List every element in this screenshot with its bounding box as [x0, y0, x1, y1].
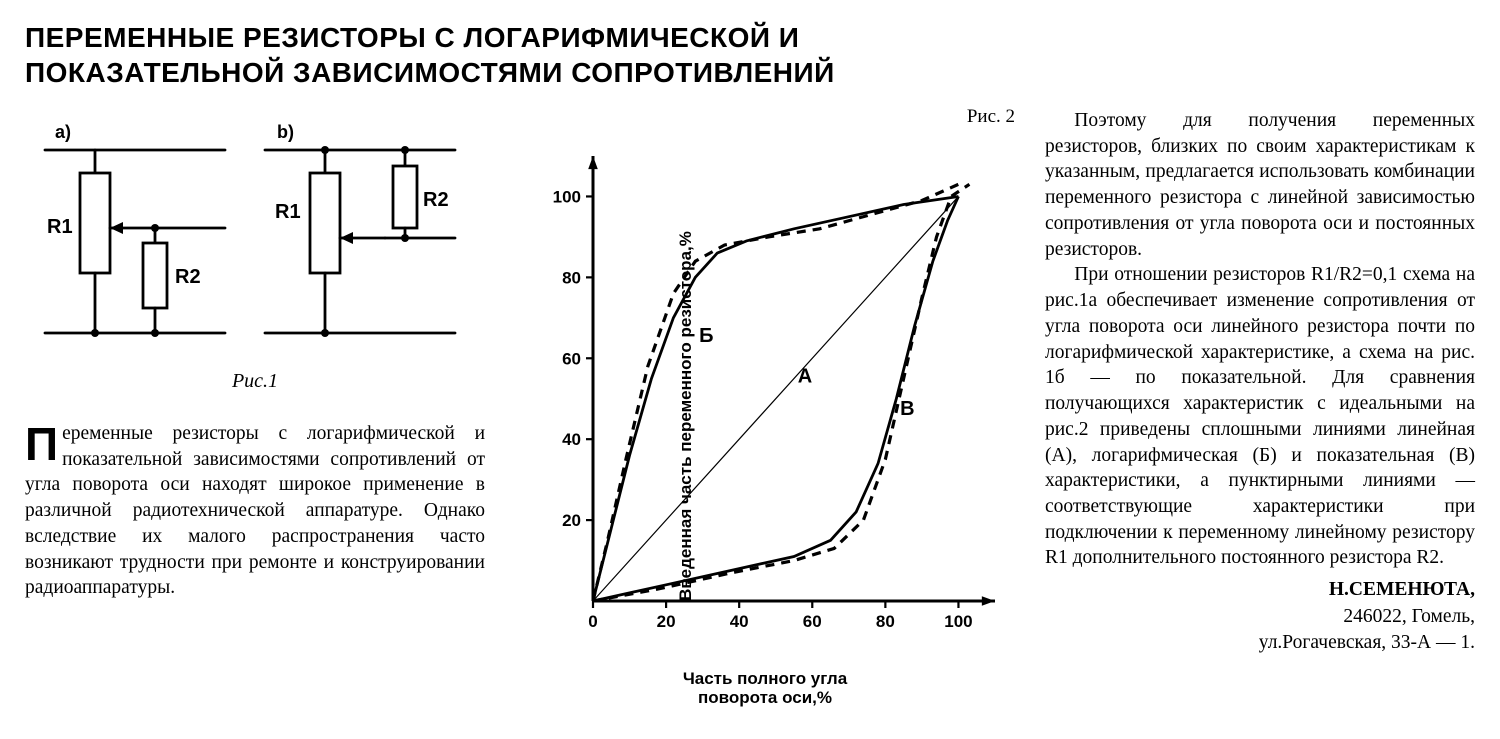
circuit-label-a: a): [55, 122, 71, 142]
figure2-label: Рис. 2: [967, 106, 1015, 128]
circuit-label-b: b): [277, 122, 294, 142]
svg-text:100: 100: [944, 612, 972, 631]
right-paragraph-2: При отношении резисторов R1/R2=0,1 схема…: [1045, 262, 1475, 571]
svg-text:40: 40: [562, 430, 581, 449]
svg-text:20: 20: [657, 612, 676, 631]
svg-text:80: 80: [876, 612, 895, 631]
author-addr1: 246022, Гомель,: [1343, 606, 1475, 627]
right-paragraph-1: Поэтому для получения переменных резисто…: [1045, 108, 1475, 262]
left-column: a) R1 R2: [25, 108, 485, 696]
chart-ylabel: Введенная часть переменного резистора,%: [676, 231, 696, 601]
dropcap: П: [25, 421, 62, 464]
author-name: Н.СЕМЕНЮТА,: [1329, 579, 1475, 600]
circuit-b-r2: R2: [423, 189, 449, 211]
circuit-b-r1: R1: [275, 201, 301, 223]
left-paragraph-text: еременные резисторы с логарифмической и …: [25, 423, 485, 598]
chart-xlabel: Часть полного углаповорота оси,%: [683, 669, 847, 708]
svg-text:20: 20: [562, 511, 581, 530]
circuit-caption: Рис.1: [25, 370, 485, 393]
article-title: ПЕРЕМЕННЫЕ РЕЗИСТОРЫ С ЛОГАРИФМИЧЕСКОЙ И…: [25, 20, 985, 90]
svg-text:60: 60: [803, 612, 822, 631]
signature: Н.СЕМЕНЮТА, 246022, Гомель, ул.Рогачевск…: [1045, 577, 1475, 656]
author-addr2: ул.Рогачевская, 33-А — 1.: [1259, 632, 1475, 653]
left-paragraph: Переменные резисторы с логарифмической и…: [25, 421, 485, 601]
svg-text:Б: Б: [699, 325, 713, 347]
middle-column: Рис. 2 Введенная часть переменного резис…: [515, 108, 1015, 696]
circuit-figure: a) R1 R2: [25, 118, 485, 393]
right-column: Поэтому для получения переменных резисто…: [1045, 108, 1475, 696]
svg-text:80: 80: [562, 268, 581, 287]
chart-svg: 0 20 40 60 80 100 20 40 60 80 100 А Б В: [515, 136, 1015, 666]
svg-text:60: 60: [562, 349, 581, 368]
circuit-a-r1: R1: [47, 216, 73, 238]
svg-text:40: 40: [730, 612, 749, 631]
circuit-svg: a) R1 R2: [25, 118, 465, 363]
svg-text:В: В: [900, 398, 914, 420]
svg-text:100: 100: [553, 187, 581, 206]
circuit-a-r2: R2: [175, 266, 201, 288]
figure2-chart: Введенная часть переменного резистора,% …: [515, 136, 1015, 696]
svg-text:0: 0: [588, 612, 597, 631]
svg-text:А: А: [798, 366, 812, 388]
